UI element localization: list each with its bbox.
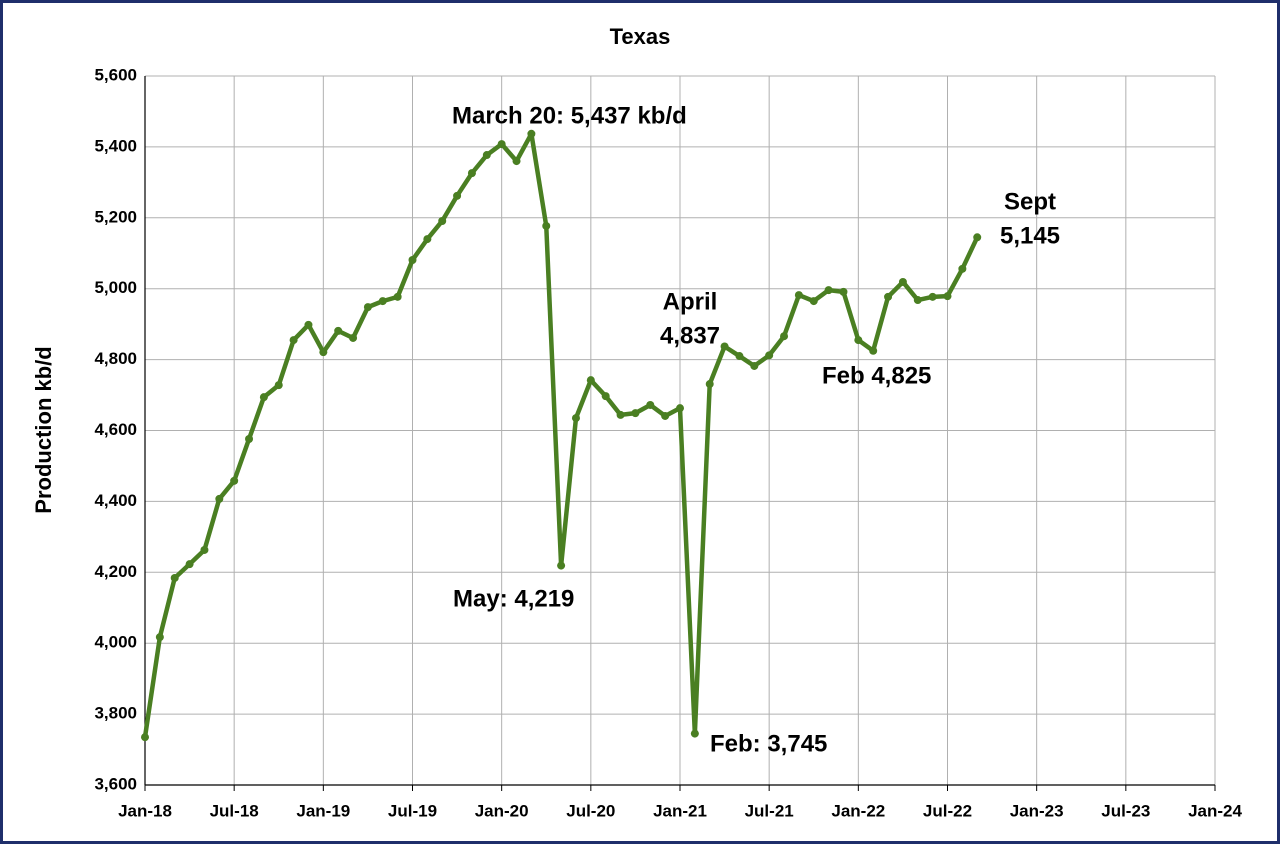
data-point <box>646 400 655 409</box>
data-point <box>928 292 937 301</box>
data-point <box>869 346 878 355</box>
chart-title: Texas <box>610 24 671 49</box>
y-axis-label: Production kb/d <box>31 346 56 513</box>
y-tick-label: 5,000 <box>94 278 137 297</box>
data-point <box>720 342 729 351</box>
data-point <box>616 410 625 419</box>
data-point <box>259 393 268 402</box>
data-point <box>765 351 774 360</box>
data-point <box>690 729 699 738</box>
data-point <box>839 287 848 296</box>
data-point <box>854 336 863 345</box>
x-tick-label: Jul-19 <box>388 801 437 820</box>
x-tick-label: Jul-20 <box>566 801 615 820</box>
annotation: Sept <box>1004 188 1056 215</box>
x-tick-label: Jan-18 <box>118 801 172 820</box>
data-point <box>185 560 194 569</box>
data-point <box>319 348 328 357</box>
data-point <box>155 633 164 642</box>
y-tick-label: 4,200 <box>94 562 137 581</box>
data-point <box>884 292 893 301</box>
data-point <box>705 380 714 389</box>
y-tick-label: 4,000 <box>94 633 137 652</box>
data-point <box>557 561 566 570</box>
data-point <box>973 233 982 242</box>
data-point <box>453 191 462 200</box>
data-point <box>423 235 432 244</box>
data-point <box>750 361 759 370</box>
x-tick-label: Jan-23 <box>1010 801 1064 820</box>
data-point <box>230 476 239 485</box>
data-point <box>571 414 580 423</box>
data-point <box>601 392 610 401</box>
data-point <box>676 404 684 413</box>
x-tick-label: Jan-22 <box>831 801 885 820</box>
data-point <box>794 291 803 300</box>
x-tick-label: Jan-20 <box>475 801 529 820</box>
data-point <box>393 292 402 301</box>
data-point <box>141 733 149 742</box>
data-point <box>497 140 506 149</box>
annotation: April <box>663 288 718 315</box>
data-point <box>631 409 640 418</box>
data-point <box>378 297 387 306</box>
y-tick-label: 4,800 <box>94 349 137 368</box>
data-point <box>215 494 224 503</box>
data-point <box>304 320 313 329</box>
annotation: Feb: 3,745 <box>710 730 827 757</box>
data-point <box>898 277 907 286</box>
data-point <box>467 169 476 178</box>
x-tick-label: Jan-21 <box>653 801 707 820</box>
data-point <box>245 435 254 444</box>
data-point <box>780 332 789 341</box>
data-point <box>438 216 447 225</box>
y-tick-label: 4,400 <box>94 491 137 510</box>
data-point <box>943 292 952 301</box>
data-point <box>170 573 179 582</box>
data-point <box>274 381 283 390</box>
data-point <box>809 297 818 306</box>
data-point <box>512 157 521 166</box>
data-point <box>527 129 536 138</box>
x-tick-label: Jul-18 <box>210 801 259 820</box>
data-point <box>289 336 298 345</box>
data-point <box>542 221 551 230</box>
x-tick-label: Jul-22 <box>923 801 972 820</box>
data-point <box>482 151 491 160</box>
data-point <box>200 545 209 554</box>
data-point <box>661 411 670 420</box>
data-point <box>363 303 372 312</box>
data-point <box>913 296 922 305</box>
data-point <box>958 264 967 273</box>
data-point <box>586 376 595 385</box>
y-tick-label: 5,600 <box>94 65 137 84</box>
annotation: May: 4,219 <box>453 585 574 612</box>
y-tick-label: 5,200 <box>94 207 137 226</box>
x-tick-label: Jan-24 <box>1188 801 1242 820</box>
y-tick-label: 3,600 <box>94 774 137 793</box>
y-tick-label: 5,400 <box>94 136 137 155</box>
data-point <box>824 286 833 295</box>
annotation: 5,145 <box>1000 222 1060 249</box>
x-tick-label: Jan-19 <box>296 801 350 820</box>
data-point <box>735 352 744 361</box>
data-point <box>408 255 417 264</box>
annotation: Feb 4,825 <box>822 362 931 389</box>
annotation: March 20: 5,437 kb/d <box>452 102 687 129</box>
data-point <box>349 333 358 342</box>
annotation: 4,837 <box>660 322 720 349</box>
y-tick-label: 3,800 <box>94 704 137 723</box>
x-tick-label: Jul-23 <box>1101 801 1150 820</box>
x-tick-label: Jul-21 <box>745 801 794 820</box>
y-tick-label: 4,600 <box>94 420 137 439</box>
data-point <box>334 326 343 335</box>
